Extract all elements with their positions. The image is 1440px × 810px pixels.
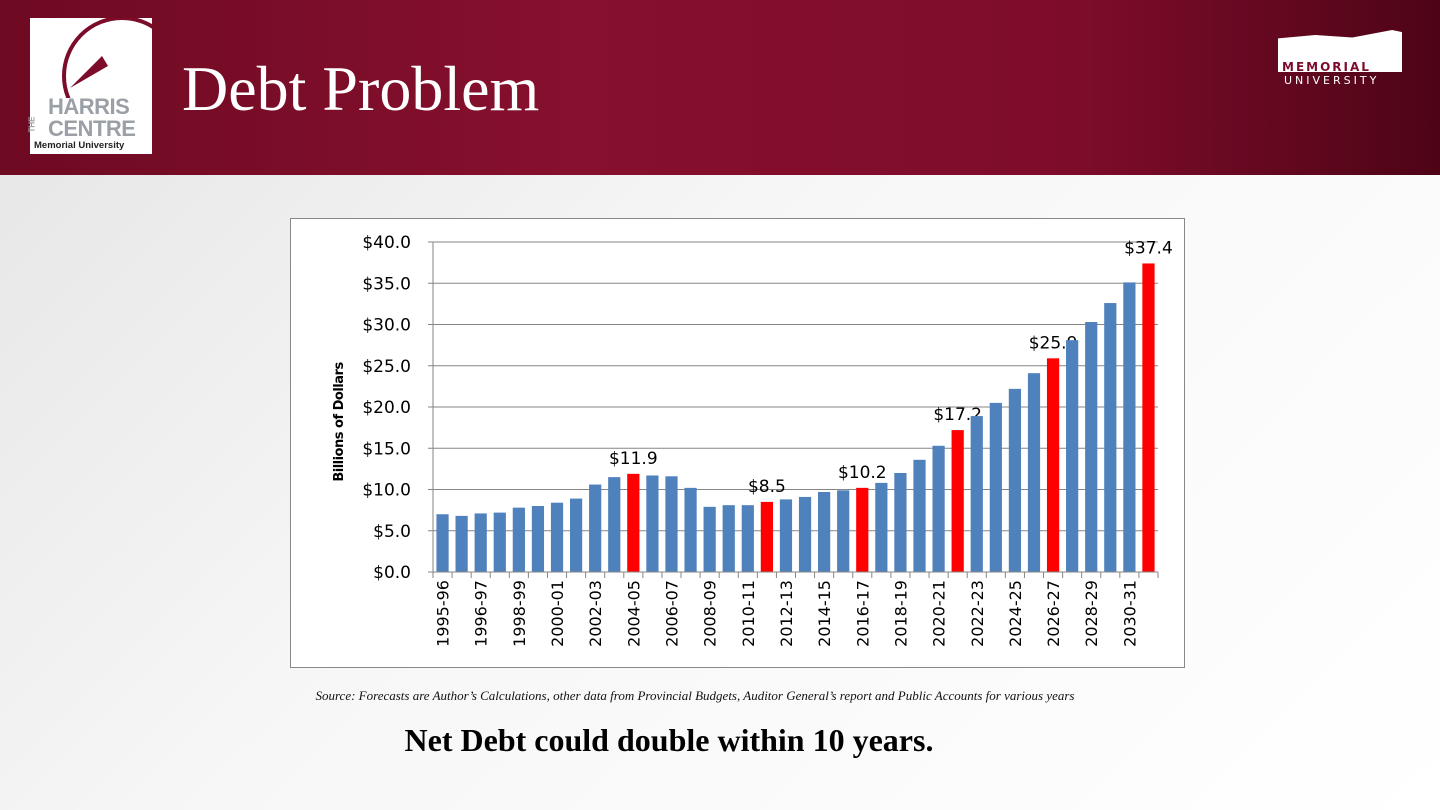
bar [589, 484, 602, 572]
source-note: Source: Forecasts are Author’s Calculati… [315, 688, 1075, 703]
bar [1085, 322, 1098, 572]
bar [646, 475, 659, 572]
bar [913, 459, 926, 572]
bar [665, 476, 678, 572]
chart: $0.0 $5.0 $10.0 $15.0 $20.0 $25.0 $30.0 $35.0 $4… [332, 233, 1173, 647]
x-tick-label: 2020-21 [930, 580, 949, 647]
bar [818, 491, 831, 572]
bar [569, 498, 583, 572]
harris-logo: THE HARRIS CENTRE Memorial University [27, 18, 152, 154]
y-tick-label: $20.0 [362, 398, 411, 418]
bar [741, 505, 754, 572]
bar [684, 487, 697, 572]
bar [951, 430, 964, 572]
bar [894, 473, 907, 572]
bar [875, 482, 888, 572]
y-tick-label: $15.0 [362, 439, 411, 459]
x-tick-label: 2026-27 [1044, 580, 1063, 647]
x-tick-label: 2002-03 [586, 580, 605, 647]
bar [722, 505, 735, 572]
logo-the: THE [27, 116, 37, 133]
bar [1027, 373, 1041, 572]
bar [1066, 340, 1079, 572]
x-tick-label: 2024-25 [1006, 580, 1025, 647]
bar [1123, 282, 1136, 572]
bar [455, 515, 468, 572]
y-tick-label: $35.0 [362, 274, 411, 294]
mun-logo: MEMORIAL UNIVERSITY [1278, 30, 1402, 87]
bar [493, 512, 506, 572]
x-tick-label: 2004-05 [624, 580, 643, 647]
x-tick-label: 2008-09 [701, 580, 720, 647]
bar [837, 490, 850, 572]
logo-shape [1278, 30, 1402, 72]
x-tick-label: 2000-01 [548, 580, 567, 647]
y-tick-label: $40.0 [362, 233, 411, 253]
bar [970, 416, 983, 572]
bar [856, 487, 869, 572]
bar [627, 473, 640, 572]
logo-line: MEMORIAL [1282, 60, 1371, 74]
bar [550, 502, 564, 572]
bar [932, 445, 945, 572]
x-tick-label: 1996-97 [472, 580, 491, 647]
slide-title: Debt Problem [182, 53, 540, 124]
bar [436, 514, 449, 572]
logo-line: CENTRE [48, 116, 136, 141]
bar [989, 402, 1002, 572]
x-tick-label: 2028-29 [1082, 580, 1101, 647]
logo-compass [62, 18, 152, 98]
bar [703, 506, 716, 572]
y-tick-label: $5.0 [373, 522, 411, 542]
bar [1104, 303, 1117, 572]
bar [760, 501, 773, 572]
bar [608, 477, 621, 572]
x-tick-label: 2012-13 [777, 580, 796, 647]
caption: Net Debt could double within 10 years. [404, 722, 934, 758]
value-label: $17.2 [933, 405, 982, 425]
x-tick-label: 2006-07 [662, 580, 681, 647]
bar [798, 496, 812, 572]
y-tick-label: $30.0 [362, 316, 411, 336]
x-tick-label: 2010-11 [739, 580, 758, 647]
value-label: $10.2 [838, 463, 887, 483]
value-label: $8.5 [748, 477, 786, 497]
banner [0, 0, 1440, 175]
y-tick-label: $0.0 [373, 563, 411, 583]
bar [1046, 358, 1060, 572]
logo-line: HARRIS [48, 94, 130, 119]
x-tick-label: 2030-31 [1120, 580, 1139, 647]
value-label: $25.9 [1029, 333, 1078, 353]
bar [1142, 263, 1155, 572]
bar [512, 507, 525, 572]
bar [779, 499, 793, 572]
bar [531, 506, 545, 572]
bar [474, 513, 487, 572]
x-tick-label: 1998-99 [510, 580, 529, 647]
x-tick-label: 2018-19 [891, 580, 910, 647]
value-label: $11.9 [609, 449, 658, 469]
x-tick-label: 2014-15 [815, 580, 834, 647]
x-tick-label: 1995-96 [434, 580, 453, 647]
y-tick-label: $10.0 [362, 481, 411, 501]
x-tick-label: 2016-17 [853, 580, 872, 647]
chart-frame: $0.0 $5.0 $10.0 $15.0 $20.0 $25.0 $30.0 $35.0 $4… [290, 218, 1185, 668]
logo-line: UNIVERSITY [1284, 74, 1380, 87]
y-axis-label: Billions of Dollars [332, 362, 347, 482]
bar [1008, 388, 1022, 572]
y-tick-label: $25.0 [362, 357, 411, 377]
x-tick-label: 2022-23 [968, 580, 987, 647]
logo-line: Memorial University [34, 140, 125, 151]
value-label: $37.4 [1124, 238, 1173, 258]
